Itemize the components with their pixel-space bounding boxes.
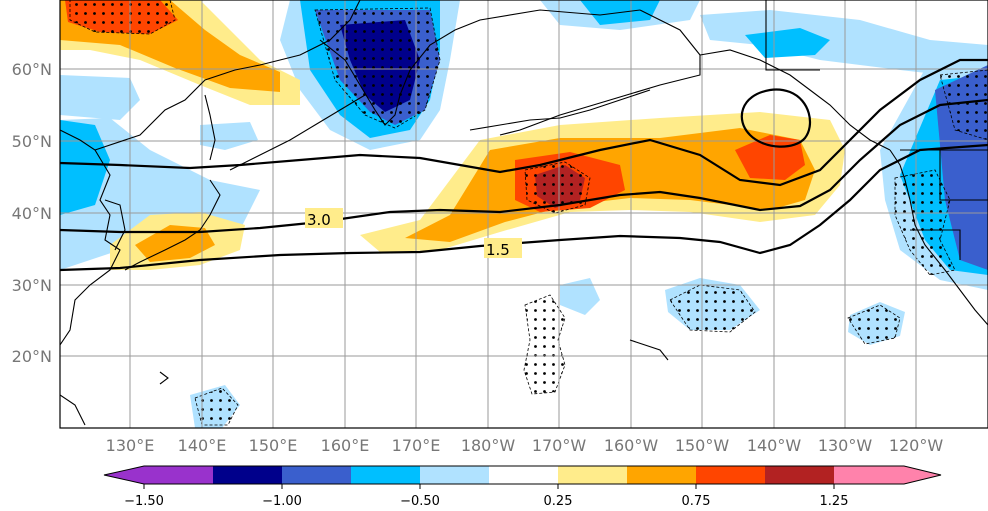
lon-label-130w: 130°W bbox=[818, 436, 873, 455]
lon-label-130e: 130°E bbox=[106, 436, 155, 455]
colorbar-tick-label: −1.50 bbox=[124, 494, 164, 509]
colorbar-segment bbox=[144, 466, 213, 484]
colorbar-segment bbox=[213, 466, 282, 484]
coastlines bbox=[60, 0, 988, 426]
colorbar-segment bbox=[420, 466, 489, 484]
lon-label-120w: 120°W bbox=[889, 436, 944, 455]
lon-label-180w: 180°W bbox=[461, 436, 516, 455]
lat-label-40n: 40°N bbox=[12, 204, 52, 223]
map-frame bbox=[59, 0, 988, 429]
contour-lines: 3.0 1.5 bbox=[60, 58, 988, 272]
lon-label-160e: 160°E bbox=[321, 436, 370, 455]
colorbar-ticks bbox=[143, 484, 835, 489]
colorbar: −1.50 −1.00 −0.50 0.25 0.75 1.25 bbox=[103, 465, 942, 509]
lon-label-170w: 170°W bbox=[532, 436, 587, 455]
colorbar-extend-max bbox=[904, 466, 941, 484]
colorbar-segment bbox=[834, 466, 904, 484]
map-panel: 3.0 1.5 bbox=[60, 0, 988, 428]
lon-label-150w: 150°W bbox=[675, 436, 730, 455]
contour-label-1: 1.5 bbox=[486, 241, 510, 259]
lon-label-170e: 170°E bbox=[392, 436, 441, 455]
contour-label-bg-1 bbox=[484, 238, 522, 258]
colorbar-segment bbox=[765, 466, 834, 484]
colorbar-tick-label: −0.50 bbox=[400, 494, 440, 509]
colorbar-segment bbox=[489, 466, 558, 484]
lon-label-160w: 160°W bbox=[604, 436, 659, 455]
colorbar-tick-label: −1.00 bbox=[262, 494, 302, 509]
colorbar-segment bbox=[627, 466, 696, 484]
latitude-labels: 60°N 50°N 40°N 30°N 20°N bbox=[12, 60, 52, 366]
lat-label-20n: 20°N bbox=[12, 347, 52, 366]
longitude-labels: 130°E 140°E 150°E 160°E 170°E 180°W 170°… bbox=[106, 436, 944, 455]
contour-label-bg-3 bbox=[305, 208, 343, 228]
map-gridlines bbox=[60, 0, 988, 428]
colorbar-segment bbox=[558, 466, 627, 484]
colorbar-tick-label: 0.75 bbox=[682, 494, 711, 509]
lon-label-150e: 150°E bbox=[249, 436, 298, 455]
colorbar-segment bbox=[351, 466, 420, 484]
lat-label-60n: 60°N bbox=[12, 60, 52, 79]
contour-label-3: 3.0 bbox=[307, 211, 331, 229]
colorbar-segment bbox=[696, 466, 765, 484]
lon-label-140w: 140°W bbox=[747, 436, 802, 455]
lat-label-30n: 30°N bbox=[12, 276, 52, 295]
colorbar-extend-min bbox=[104, 466, 144, 484]
lat-label-50n: 50°N bbox=[12, 132, 52, 151]
lon-label-140e: 140°E bbox=[178, 436, 227, 455]
colorbar-tick-label: 0.25 bbox=[544, 494, 573, 509]
colorbar-segment bbox=[282, 466, 351, 484]
colorbar-tick-label: 1.25 bbox=[820, 494, 849, 509]
